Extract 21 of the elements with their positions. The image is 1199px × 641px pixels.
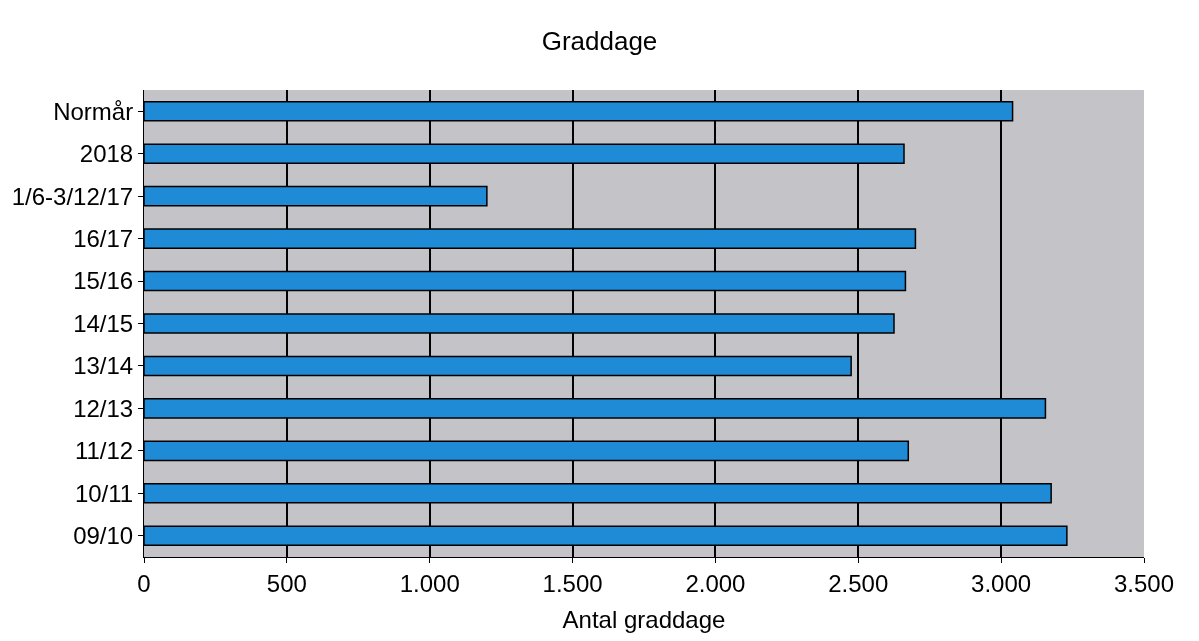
- y-tick-label: 14/15: [73, 309, 134, 337]
- y-tick-label: 16/17: [73, 224, 134, 252]
- y-tick-label: 1/6-3/12/17: [11, 182, 134, 210]
- x-axis-title: Antal graddage: [562, 606, 726, 634]
- y-tick-label: 10/11: [74, 479, 134, 507]
- y-tick-label: 13/14: [73, 352, 134, 380]
- y-tick-label: Normår: [53, 97, 134, 125]
- x-tick-label: 2.500: [828, 569, 889, 597]
- x-tick-label: 1.000: [399, 569, 460, 597]
- y-tick-label: 11/12: [74, 437, 134, 465]
- x-tick-label: 3.500: [1113, 569, 1175, 597]
- x-tick-label: 3.000: [971, 569, 1032, 597]
- x-tick-label: 1.500: [542, 569, 603, 597]
- x-tick-label: 2.000: [685, 569, 746, 597]
- y-tick-label: 09/10: [73, 522, 134, 550]
- y-tick-label: 12/13: [73, 394, 134, 422]
- x-tick-label: 0: [137, 569, 151, 597]
- y-tick-label: 2018: [79, 140, 134, 168]
- chart-title: Graddage: [541, 26, 658, 57]
- y-tick-label: 15/16: [73, 267, 134, 295]
- x-tick-label: 500: [266, 569, 307, 597]
